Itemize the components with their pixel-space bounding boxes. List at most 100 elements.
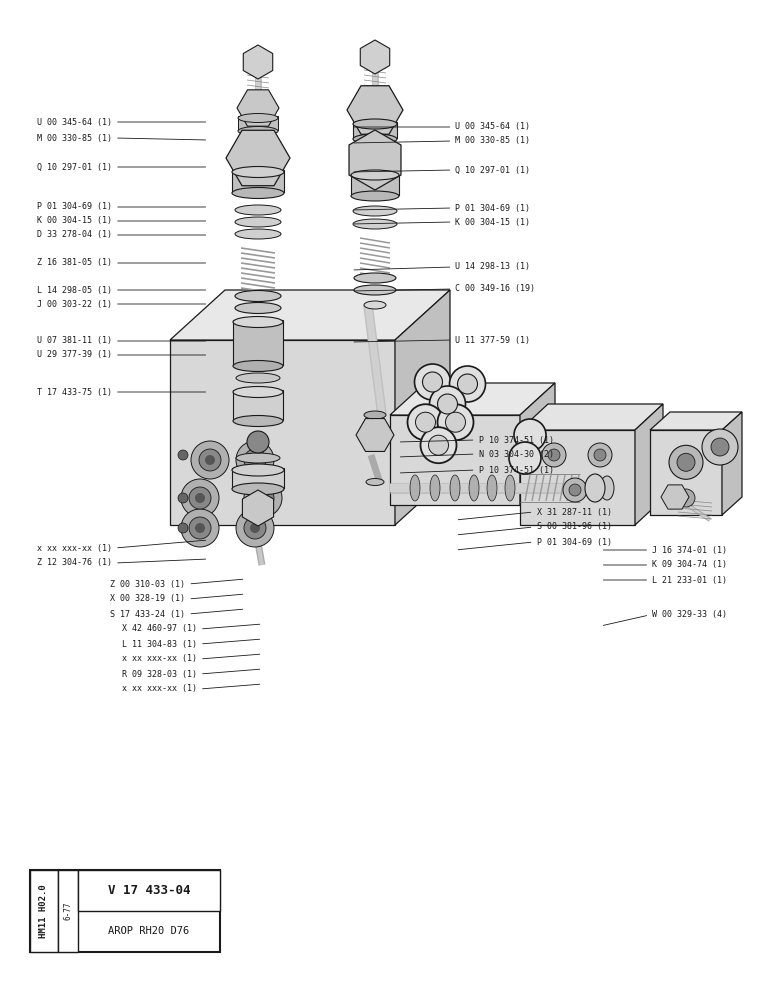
Circle shape [438,404,473,440]
Bar [238,116,278,130]
Ellipse shape [353,219,397,229]
Circle shape [569,484,581,496]
Ellipse shape [487,475,497,501]
Ellipse shape [351,191,399,201]
Circle shape [421,427,456,463]
Circle shape [415,412,435,432]
Text: Q 10 297-01 (1): Q 10 297-01 (1) [37,162,112,172]
Polygon shape [226,130,290,186]
Ellipse shape [366,479,384,486]
Circle shape [195,493,205,503]
Circle shape [514,419,546,451]
Circle shape [509,442,541,474]
Text: K 09 304-74 (1): K 09 304-74 (1) [652,560,727,570]
Ellipse shape [233,416,283,426]
Text: Q 10 297-01 (1): Q 10 297-01 (1) [455,165,530,174]
Ellipse shape [505,475,515,501]
Polygon shape [395,290,450,525]
Text: 6-77: 6-77 [63,902,73,920]
Ellipse shape [238,113,278,122]
Text: K 00 304-15 (1): K 00 304-15 (1) [37,217,112,226]
Text: Z 16 381-05 (1): Z 16 381-05 (1) [37,258,112,267]
Bar [30,870,220,952]
Ellipse shape [353,206,397,216]
Circle shape [702,429,738,465]
Bar [233,390,283,420]
Circle shape [205,455,215,465]
Bar [233,320,283,365]
Text: S 17 433-24 (1): S 17 433-24 (1) [110,609,185,618]
Text: P 01 304-69 (1): P 01 304-69 (1) [537,538,611,546]
Text: X 31 287-11 (1): X 31 287-11 (1) [537,508,611,516]
Ellipse shape [410,475,420,501]
Polygon shape [650,430,722,515]
Polygon shape [520,430,635,525]
Polygon shape [243,45,273,79]
Polygon shape [170,340,395,525]
Circle shape [244,517,266,539]
Ellipse shape [353,119,397,129]
Text: Z 12 304-76 (1): Z 12 304-76 (1) [37,558,112,568]
Circle shape [181,479,219,517]
Polygon shape [650,412,742,430]
Ellipse shape [233,386,283,397]
Polygon shape [520,383,555,505]
Circle shape [244,449,266,471]
Bar [353,122,397,138]
Ellipse shape [351,170,399,180]
Circle shape [428,435,449,455]
Circle shape [250,523,260,533]
Text: P 10 374-51 (1): P 10 374-51 (1) [479,436,554,444]
Text: U 11 377-59 (1): U 11 377-59 (1) [455,336,530,344]
Text: M 00 330-85 (1): M 00 330-85 (1) [37,133,112,142]
Polygon shape [347,86,403,134]
Text: M 00 330-85 (1): M 00 330-85 (1) [455,136,530,145]
Circle shape [563,478,587,502]
Circle shape [236,509,274,547]
Ellipse shape [354,285,396,295]
Polygon shape [356,419,394,451]
Text: P 01 304-69 (1): P 01 304-69 (1) [37,202,112,212]
Text: U 14 298-13 (1): U 14 298-13 (1) [455,262,530,271]
Text: U 00 345-64 (1): U 00 345-64 (1) [455,122,530,131]
Circle shape [429,386,466,422]
Text: J 00 303-22 (1): J 00 303-22 (1) [37,300,112,308]
Ellipse shape [585,474,605,502]
Circle shape [445,412,466,432]
Text: S 00 381-96 (1): S 00 381-96 (1) [537,522,611,532]
Circle shape [250,455,260,465]
Polygon shape [520,404,663,430]
Text: U 29 377-39 (1): U 29 377-39 (1) [37,351,112,360]
Circle shape [181,509,219,547]
Circle shape [252,487,274,509]
Polygon shape [390,383,555,415]
Text: Z 00 310-03 (1): Z 00 310-03 (1) [110,580,185,588]
Circle shape [588,443,612,467]
Ellipse shape [430,475,440,501]
Ellipse shape [469,475,479,501]
Circle shape [408,404,443,440]
Bar [351,173,399,195]
Ellipse shape [235,229,281,239]
Circle shape [199,449,221,471]
Text: N 03 304-30 (2): N 03 304-30 (2) [479,450,554,458]
Text: x xx xxx-xx (1): x xx xxx-xx (1) [122,654,197,664]
Text: T 17 433-75 (1): T 17 433-75 (1) [37,387,112,396]
Text: L 14 298-05 (1): L 14 298-05 (1) [37,286,112,294]
Circle shape [677,453,695,471]
Ellipse shape [364,411,386,419]
Bar [78,870,220,911]
Text: C 00 349-16 (19): C 00 349-16 (19) [455,284,536,294]
Circle shape [669,445,703,479]
Bar [30,870,58,952]
Bar [232,170,284,192]
Text: K 00 304-15 (1): K 00 304-15 (1) [455,218,530,227]
Ellipse shape [232,188,284,198]
Polygon shape [242,490,273,526]
Text: HM11 H02.0: HM11 H02.0 [39,884,49,938]
Circle shape [438,394,458,414]
Circle shape [189,517,211,539]
Ellipse shape [236,453,280,463]
Text: W 00 329-33 (4): W 00 329-33 (4) [652,610,727,619]
Ellipse shape [232,166,284,178]
